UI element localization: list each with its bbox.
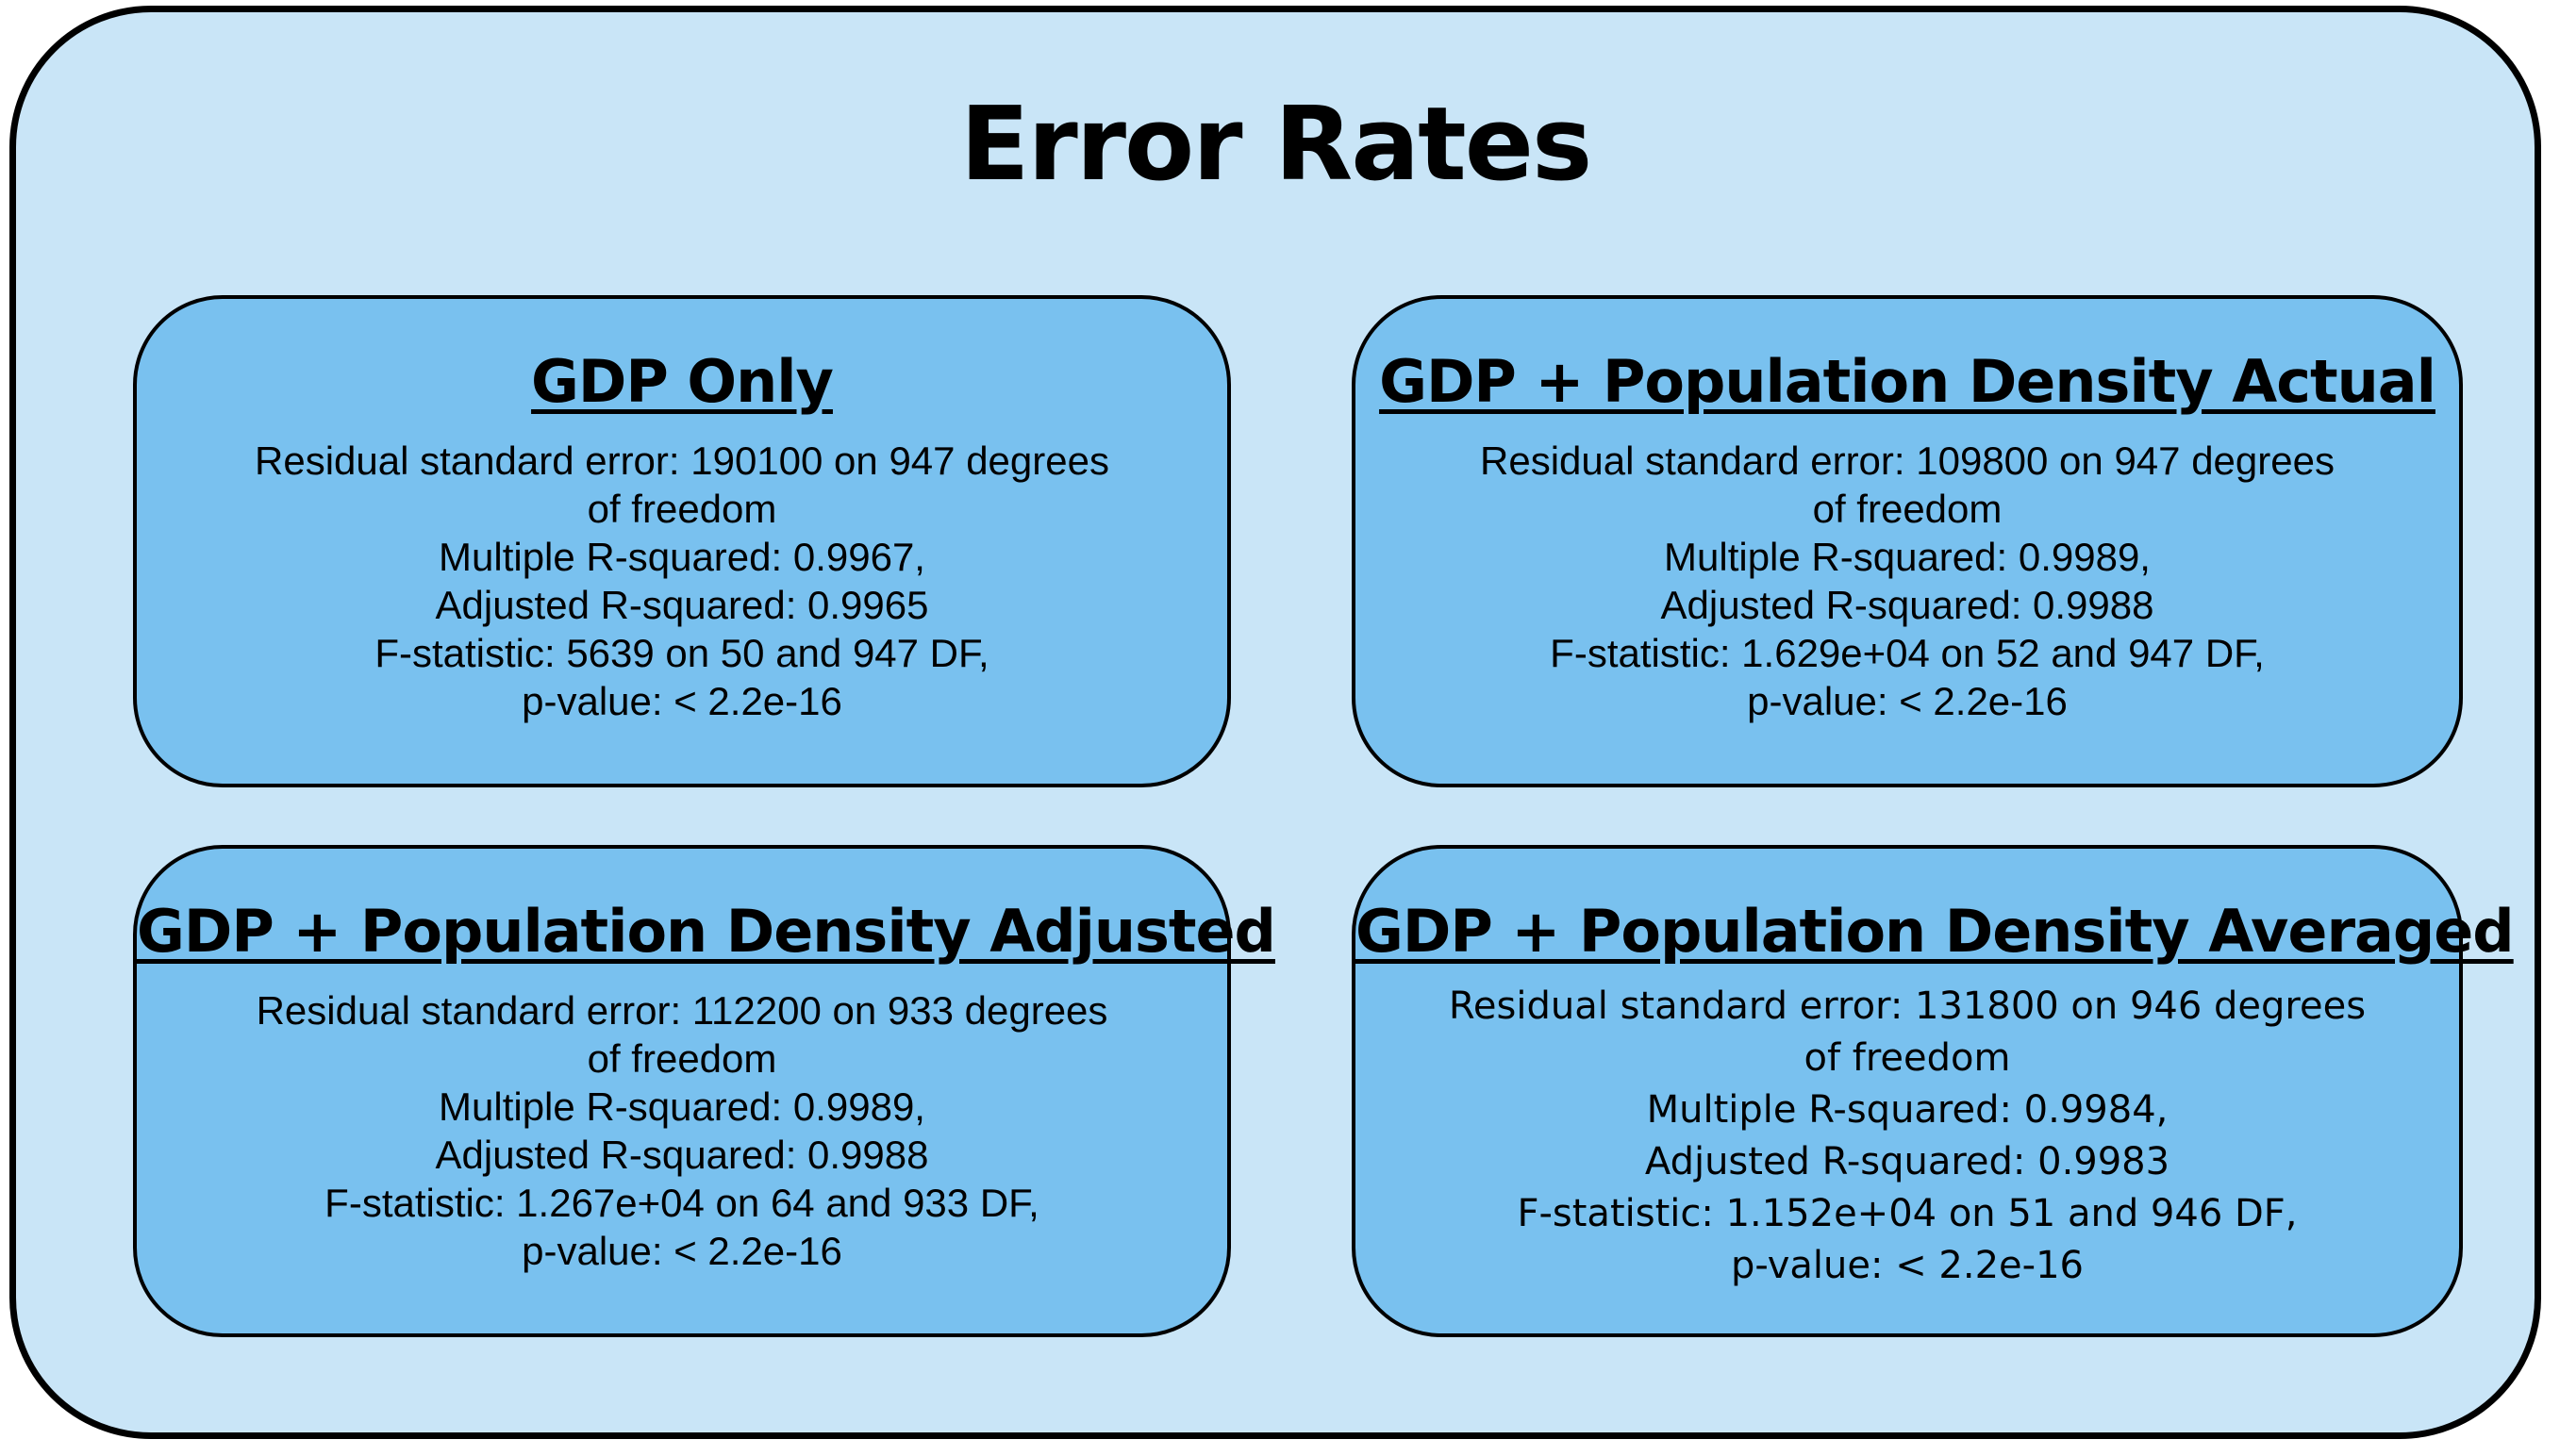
panel-stats: Residual standard error: 190100 on 947 d… [137, 437, 1227, 725]
panel-gdp-only: GDP Only Residual standard error: 190100… [133, 295, 1231, 787]
panel-stats: Residual standard error: 109800 on 947 d… [1355, 437, 2459, 725]
panel-gdp-population-density-actual: GDP + Population Density Actual Residual… [1352, 295, 2463, 787]
multiple-r-squared-line: Multiple R-squared: 0.9989, [1664, 535, 2151, 579]
multiple-r-squared-line: Multiple R-squared: 0.9989, [439, 1084, 925, 1129]
f-statistic-line: F-statistic: 1.629e+04 on 52 and 947 DF, [1550, 631, 2265, 675]
degrees-freedom-line: of freedom [587, 487, 777, 531]
panel-title: GDP + Population Density Actual [1379, 347, 2436, 416]
degrees-freedom-line: of freedom [1812, 487, 2003, 531]
residual-error-line: Residual standard error: 112200 on 933 d… [256, 988, 1108, 1033]
p-value-line: p-value: < 2.2e-16 [1747, 679, 2068, 723]
f-statistic-line: F-statistic: 1.152e+04 on 51 and 946 DF, [1517, 1192, 2298, 1235]
multiple-r-squared-line: Multiple R-squared: 0.9967, [439, 535, 925, 579]
panel-gdp-population-density-adjusted: GDP + Population Density Adjusted Residu… [133, 845, 1276, 1337]
f-statistic-line: F-statistic: 1.267e+04 on 64 and 933 DF, [324, 1181, 1039, 1225]
panel-title: GDP + Population Density Adjusted [137, 897, 1276, 966]
p-value-line: p-value: < 2.2e-16 [522, 679, 842, 723]
adjusted-r-squared-line: Adjusted R-squared: 0.9988 [1660, 583, 2154, 627]
p-value-line: p-value: < 2.2e-16 [1731, 1244, 2084, 1287]
panel-title: GDP Only [531, 347, 834, 416]
residual-error-line: Residual standard error: 109800 on 947 d… [1480, 438, 2335, 483]
adjusted-r-squared-line: Adjusted R-squared: 0.9983 [1644, 1140, 2170, 1183]
error-rates-container: Error Rates GDP Only Residual standard e… [9, 6, 2541, 1439]
panel-gdp-population-density-averaged: GDP + Population Density Averaged Residu… [1352, 845, 2515, 1337]
adjusted-r-squared-line: Adjusted R-squared: 0.9988 [435, 1133, 929, 1177]
panel-stats: Residual standard error: 131800 on 946 d… [1355, 981, 2459, 1292]
panel-stats: Residual standard error: 112200 on 933 d… [137, 986, 1227, 1275]
degrees-freedom-line: of freedom [587, 1036, 777, 1081]
page-title: Error Rates [959, 86, 1593, 204]
p-value-line: p-value: < 2.2e-16 [522, 1229, 842, 1273]
degrees-freedom-line: of freedom [1804, 1036, 2011, 1080]
multiple-r-squared-line: Multiple R-squared: 0.9984, [1646, 1088, 2169, 1132]
residual-error-line: Residual standard error: 131800 on 946 d… [1448, 984, 2367, 1028]
adjusted-r-squared-line: Adjusted R-squared: 0.9965 [435, 583, 929, 627]
f-statistic-line: F-statistic: 5639 on 50 and 947 DF, [374, 631, 989, 675]
panel-title: GDP + Population Density Averaged [1355, 897, 2515, 966]
residual-error-line: Residual standard error: 190100 on 947 d… [255, 438, 1109, 483]
